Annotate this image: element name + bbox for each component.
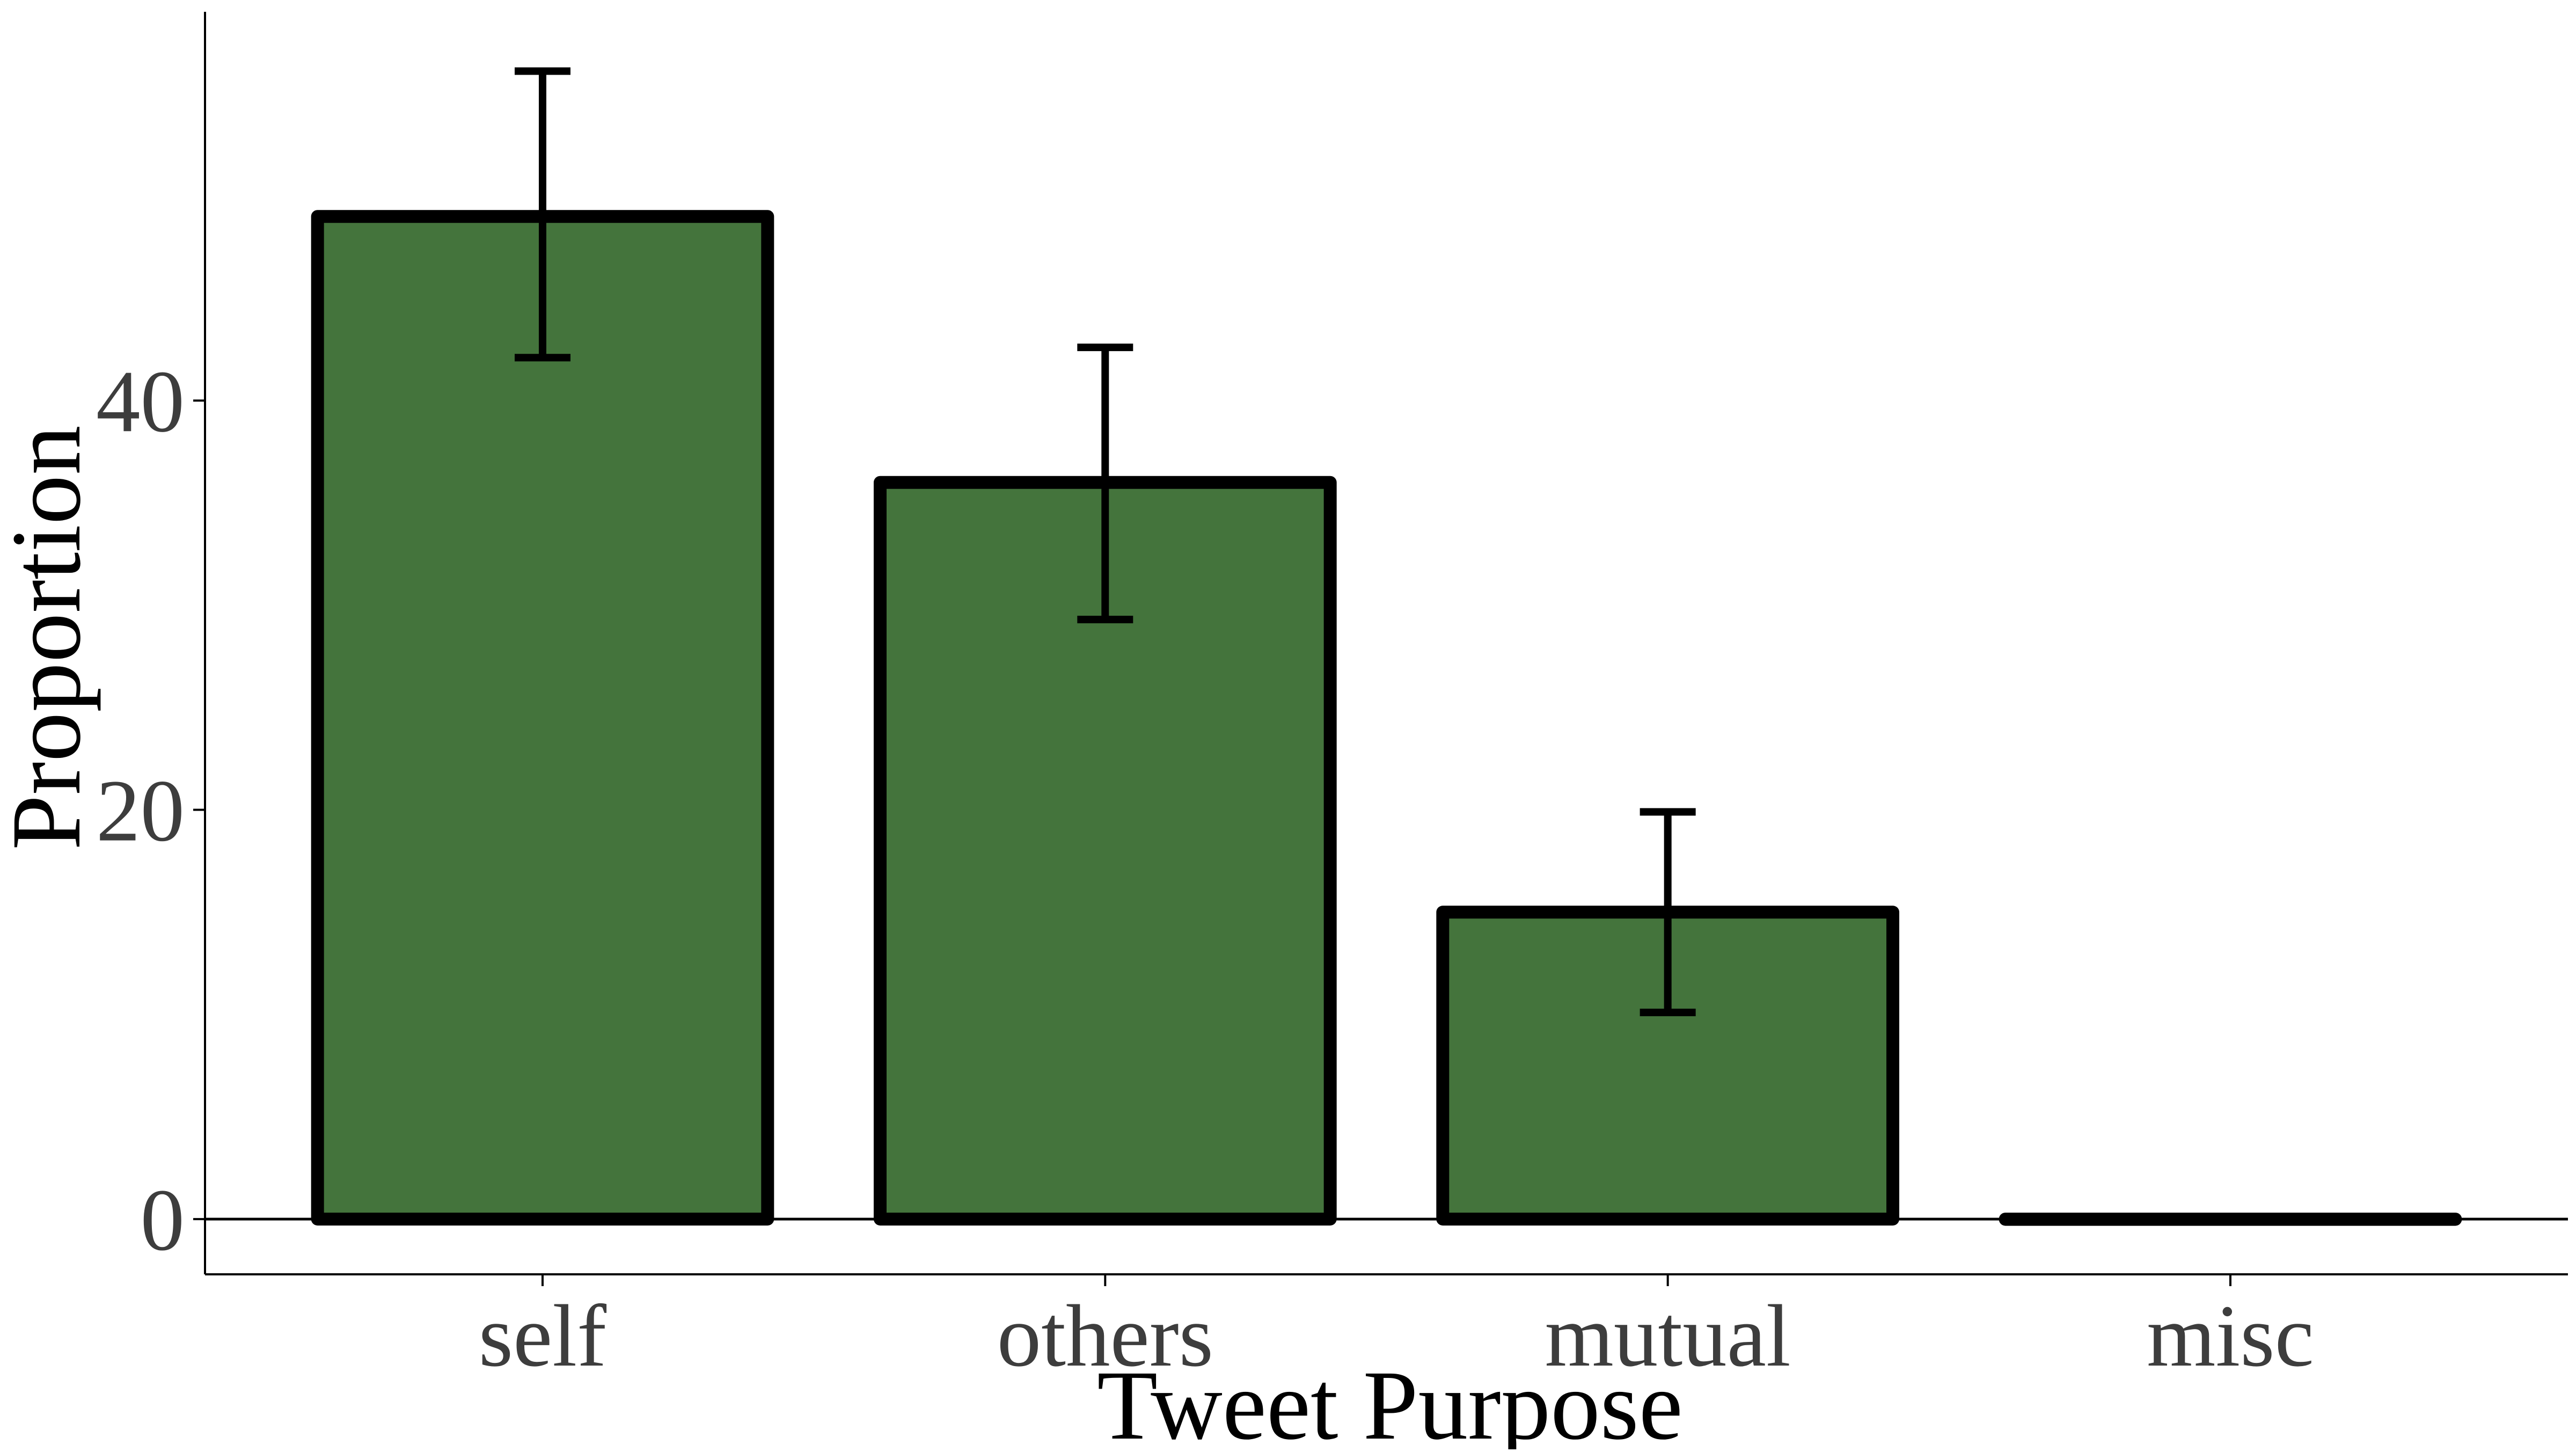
x-tick-label-self: self: [479, 1287, 606, 1385]
bar-self: [311, 210, 774, 1226]
bar-misc: [1999, 1213, 2462, 1226]
y-tick-label: 20: [96, 762, 185, 860]
x-tick-label-mutual: mutual: [1545, 1287, 1791, 1385]
x-axis-title: Tweet Purpose: [1097, 1351, 1683, 1449]
y-tick-label: 40: [96, 352, 185, 450]
y-tick-label: 0: [141, 1171, 185, 1269]
x-tick-label-others: others: [997, 1287, 1213, 1385]
y-axis-title: Proportion: [0, 425, 101, 850]
x-tick-label-misc: misc: [2147, 1287, 2314, 1385]
